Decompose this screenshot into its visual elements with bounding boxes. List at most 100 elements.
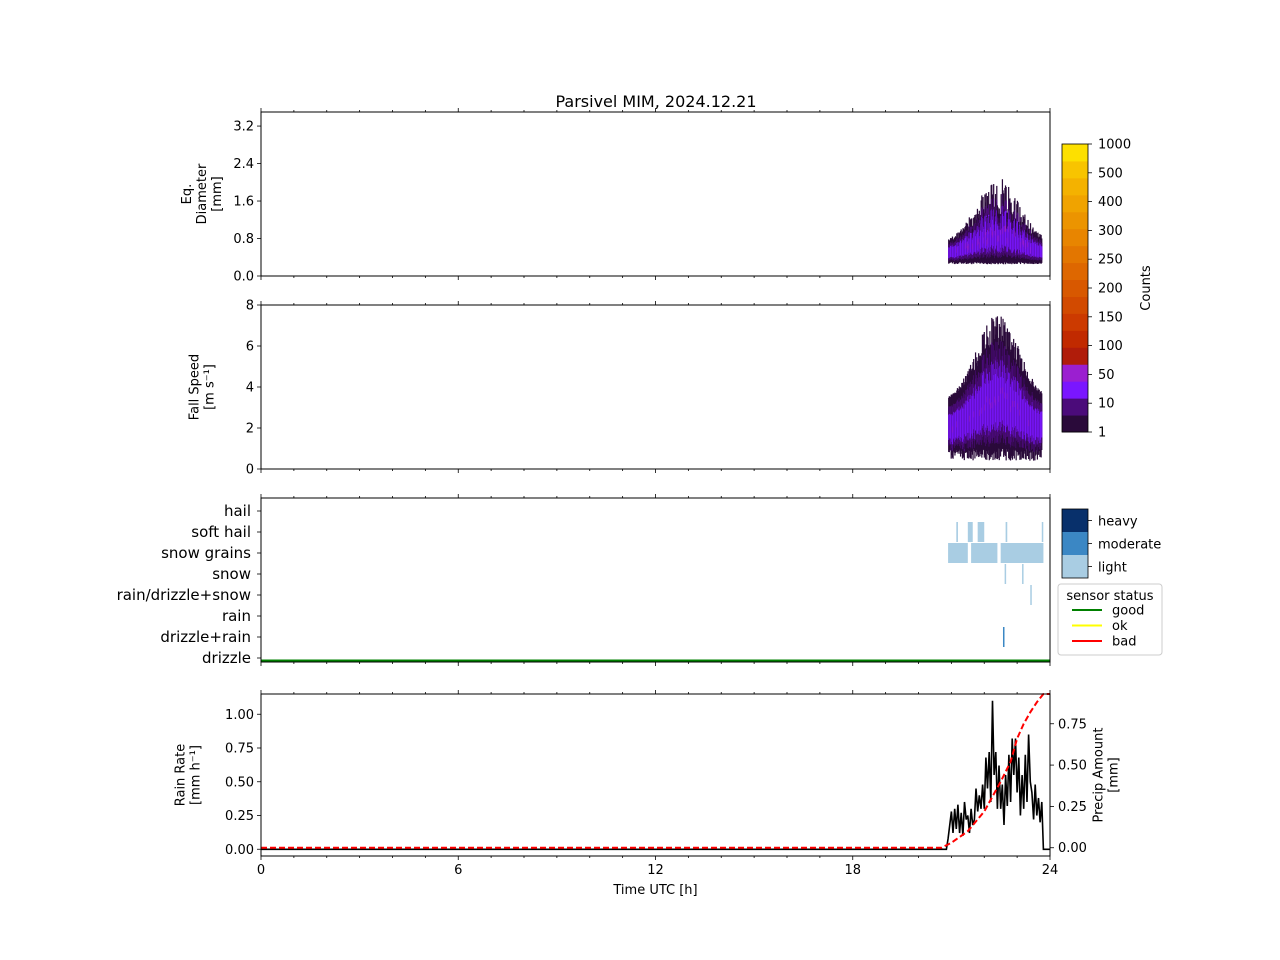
colorbar-segment (1062, 313, 1088, 331)
counts-cell-high (1022, 399, 1024, 440)
counts-cell-high (958, 242, 960, 256)
counts-cell-high (949, 245, 952, 258)
counts-cell-peak (968, 243, 970, 250)
counts-cell-peak (1004, 392, 1006, 399)
y-tick-label: 1.00 (225, 708, 254, 723)
counts-cell-high (948, 414, 950, 440)
counts-cell-high (1009, 219, 1011, 250)
y-axis-label: Diameter (195, 163, 210, 224)
x-axis-label: Time UTC [h] (612, 883, 697, 898)
y-tick-label: 6 (246, 340, 254, 355)
counts-cell-peak (1002, 387, 1004, 394)
counts-cell-high (979, 230, 982, 253)
category-label: soft hail (191, 523, 251, 541)
counts-cell-high (981, 216, 983, 248)
colorbar-segment (1062, 245, 1088, 264)
counts-cell-high (978, 227, 980, 251)
counts-cell-peak (1004, 225, 1006, 232)
y-tick-label: 0.0 (233, 270, 254, 285)
counts-cell-high (975, 229, 977, 253)
counts-cell-high (1034, 410, 1036, 445)
counts-cell-high (974, 384, 977, 431)
y-tick-label: 4 (246, 381, 254, 396)
counts-cell-peak (1005, 225, 1007, 232)
counts-cell-peak (997, 235, 999, 242)
counts-cell-high (959, 410, 961, 440)
counts-cell-peak (991, 402, 994, 409)
status-legend-title: sensor status (1066, 589, 1153, 604)
counts-cell-high (948, 247, 950, 259)
counts-cell-high (953, 246, 955, 258)
counts-cell-peak (973, 411, 975, 418)
counts-cell-high (982, 375, 984, 426)
category-label: drizzle (202, 649, 251, 667)
colorbar-tick-label: 50 (1098, 368, 1115, 383)
colorbar-segment (1062, 194, 1088, 213)
counts-cell-peak (979, 409, 981, 416)
counts-cell-high (964, 400, 967, 436)
counts-cell-high (996, 210, 998, 246)
counts-cell-high (1034, 243, 1037, 257)
y-axis-label: [mm h⁻¹] (189, 745, 204, 805)
counts-cell-peak (967, 245, 969, 252)
counts-cell-peak (986, 396, 988, 403)
y-axis-label: Eq. (180, 184, 195, 205)
counts-cell-high (970, 233, 972, 254)
counts-cell-peak (989, 403, 992, 410)
status-label: bad (1112, 635, 1136, 650)
counts-cell-high (993, 375, 995, 427)
colorbar-segment (1062, 279, 1088, 297)
counts-cell-high (986, 217, 989, 250)
y-axis-label: Fall Speed (188, 354, 203, 420)
counts-cell-high (1020, 231, 1022, 253)
counts-cell-high (1026, 237, 1029, 256)
counts-cell-high (998, 378, 1000, 426)
counts-cell-high (958, 410, 960, 439)
category-label: snow (212, 565, 251, 583)
y-tick-label: 0.25 (225, 809, 254, 824)
x-tick-label: 12 (647, 863, 664, 878)
colorbar-tick-label: 200 (1098, 282, 1123, 297)
counts-cell-high (1016, 223, 1018, 251)
counts-cell-high (1021, 238, 1023, 255)
counts-cell-high (1015, 391, 1017, 439)
counts-cell-peak (964, 243, 967, 250)
colorbar-segment (1062, 364, 1088, 382)
counts-cell-high (973, 387, 975, 430)
intensity-frame (1061, 508, 1089, 579)
counts-cell-high (1030, 406, 1032, 438)
counts-cell-high (1036, 413, 1039, 445)
counts-cell-high (1023, 398, 1025, 440)
counts-cell-peak (998, 235, 1000, 242)
counts-cell-high (954, 412, 956, 442)
counts-cell-high (1019, 389, 1022, 432)
counts-cell-high (993, 363, 995, 425)
counts-cell-high (951, 413, 953, 442)
counts-cell-high (1040, 412, 1042, 443)
chart-title: Parsivel MIM, 2024.12.21 (555, 92, 756, 111)
counts-cell-high (1039, 411, 1042, 440)
counts-cell-high (954, 245, 956, 259)
counts-cell-high (948, 415, 950, 441)
counts-cell-peak (1028, 420, 1030, 427)
counts-cell-high (1034, 407, 1037, 441)
intensity-swatch-light (1062, 555, 1088, 578)
counts-cell-high (953, 246, 955, 259)
counts-cell-high (1021, 388, 1023, 432)
counts-cell-high (960, 408, 962, 437)
counts-cell-high (1011, 381, 1014, 435)
counts-cell-high (964, 403, 966, 435)
y2-tick-label: 0.00 (1058, 841, 1087, 856)
counts-cell-high (1036, 245, 1039, 258)
counts-cell-high (1008, 372, 1010, 431)
y-tick-label: 8 (246, 299, 254, 314)
counts-cell-peak (989, 398, 991, 405)
rain-rate-line (261, 700, 1050, 851)
colorbar-tick-label: 250 (1098, 253, 1123, 268)
counts-cell-high (949, 247, 951, 258)
counts-cell-peak (1002, 227, 1004, 234)
counts-cell-high (1028, 404, 1030, 438)
counts-cell-peak (978, 237, 980, 244)
